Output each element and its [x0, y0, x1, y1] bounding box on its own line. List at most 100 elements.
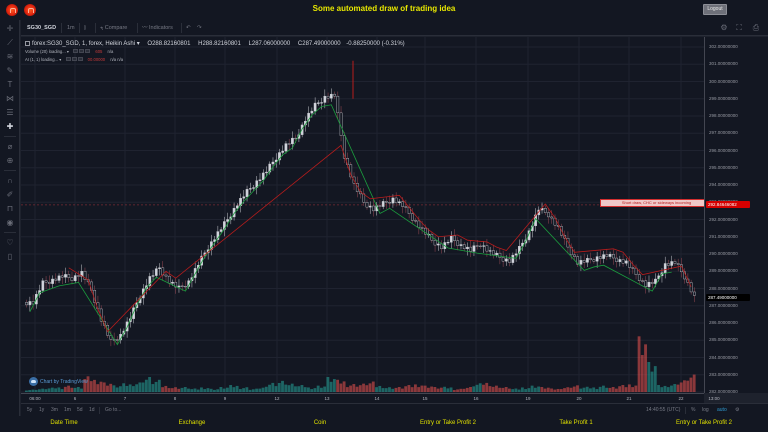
- footer-entry-take-profit-2-b: Entry or Take Profit 2: [676, 420, 732, 426]
- window-titlebar: Some automated draw of trading idea Logo…: [0, 0, 768, 20]
- power-icon-secondary[interactable]: [24, 4, 36, 16]
- price-label: 282.00000000: [709, 389, 738, 394]
- price-label: 302.00000000: [709, 44, 738, 49]
- divider: [61, 23, 62, 33]
- auto-toggle[interactable]: auto: [717, 407, 727, 413]
- undo-icon[interactable]: ↶: [186, 25, 191, 31]
- time-label: 14: [374, 396, 380, 401]
- logout-button[interactable]: Logout: [703, 4, 727, 15]
- redo-icon[interactable]: ↷: [197, 25, 202, 31]
- price-label: 285.00000000: [709, 337, 738, 343]
- crosshair-icon[interactable]: ✛: [6, 24, 14, 33]
- price-label: 298.00000000: [709, 113, 738, 118]
- range-5y[interactable]: 5y: [27, 407, 33, 413]
- ohlc-high: H288.82160801: [198, 41, 241, 47]
- footer-exchange: Exchange: [178, 420, 206, 426]
- divider: [4, 232, 16, 233]
- ruler-icon[interactable]: ⌀: [7, 142, 13, 151]
- price-label: 283.00000000: [709, 371, 738, 377]
- footer-entry-take-profit-2: Entry or Take Profit 2: [420, 420, 476, 426]
- time-label: 19: [525, 396, 531, 401]
- compare-icon: ⨧: [100, 25, 105, 31]
- footer-coin: Coin: [313, 420, 327, 426]
- clock: 14:40:55 (UTC): [646, 407, 681, 413]
- indicators-button[interactable]: 〰 Indicators: [142, 23, 173, 33]
- footer-bar: Date Time Exchange Coin Entry or Take Pr…: [0, 416, 768, 432]
- indicator-value: 605: [95, 49, 103, 54]
- candles-icon[interactable]: ⫾: [84, 25, 86, 31]
- indicators-label: Indicators: [149, 25, 173, 31]
- range-1y[interactable]: 1y: [39, 407, 45, 413]
- annotation-label: Short draw, CHC or sideways incoming: [621, 200, 692, 205]
- text-icon[interactable]: T: [7, 80, 13, 89]
- range-1m[interactable]: 1m: [64, 407, 71, 413]
- pitchfork-icon[interactable]: ≋: [6, 52, 14, 61]
- price-label: 291.00000000: [709, 233, 738, 239]
- camera-icon[interactable]: ⎙: [752, 23, 760, 32]
- indicator-controls[interactable]: [65, 57, 84, 62]
- ohlc-open: O288.82160801: [147, 41, 191, 47]
- indicator-legend-ai[interactable]: AI (1, 1) loading... ▾ 00.00000 n/a n/a: [25, 57, 124, 62]
- time-label: 22: [678, 396, 684, 401]
- pattern-icon[interactable]: ⋈: [6, 94, 14, 103]
- fullscreen-icon[interactable]: ⛶: [736, 23, 742, 32]
- indicator-label: Volume (20) loading...: [25, 49, 66, 54]
- divider: [685, 407, 686, 414]
- magnet-icon[interactable]: ∩: [7, 176, 13, 185]
- add-icon[interactable]: ✚: [6, 122, 14, 131]
- range-5d[interactable]: 5d: [77, 407, 83, 413]
- price-tag: 287.49000000: [706, 293, 750, 301]
- zoom-icon[interactable]: ⊕: [6, 156, 14, 165]
- time-label: 20: [576, 396, 582, 401]
- cloud-logo-icon: [29, 377, 38, 386]
- log-toggle[interactable]: log: [702, 407, 709, 413]
- indicator-value: 00.00000: [87, 57, 106, 62]
- unlock-icon[interactable]: ⊓: [6, 204, 14, 213]
- time-axis[interactable]: 06:00 6 7 8 9 12 13 14 15 16 19 20 21 22 13:00: [21, 393, 720, 403]
- footer-take-profit-1: Take Profit 1: [559, 420, 593, 426]
- series-title[interactable]: forex:SG30_SGD, 1, forex, Heikin Ashi: [32, 41, 136, 47]
- indicators-icon: 〰: [142, 25, 150, 31]
- price-label: 286.00000000: [709, 320, 738, 325]
- goto-button[interactable]: Go to...: [105, 407, 122, 413]
- divider: [137, 23, 138, 33]
- brush-icon[interactable]: ✎: [6, 66, 14, 75]
- interval-button[interactable]: 1m: [67, 25, 75, 31]
- price-label: 284.00000000: [709, 354, 738, 360]
- percent-toggle[interactable]: %: [691, 407, 696, 413]
- compare-label: Compare: [104, 25, 128, 31]
- price-tag: 292.84646082: [706, 201, 750, 209]
- chart-pane[interactable]: [21, 37, 704, 393]
- gear-icon[interactable]: ⚙: [735, 407, 740, 413]
- range-3m[interactable]: 3m: [51, 407, 58, 413]
- divider: [79, 23, 80, 33]
- range-1d[interactable]: 1d: [89, 407, 95, 413]
- tradingview-watermark[interactable]: Chart by TradingView: [29, 377, 88, 386]
- time-label: 9: [223, 396, 227, 401]
- trade-idea-annotation[interactable]: Short draw, CHC or sideways incoming x: [600, 199, 713, 207]
- price-label: 295.00000000: [709, 164, 738, 170]
- indicator-label: AI (1, 1) loading...: [25, 57, 59, 62]
- chevron-down-icon[interactable]: ▾: [135, 41, 140, 47]
- price-chart[interactable]: [21, 37, 704, 393]
- trend-line-icon[interactable]: ⟋: [7, 38, 13, 47]
- favorite-icon[interactable]: ♡: [6, 238, 14, 247]
- indicator-legend-volume[interactable]: Volume (20) loading... ▾ 605 n/a: [25, 49, 114, 54]
- price-label: 287.00000000: [709, 302, 738, 308]
- checkbox-icon[interactable]: [25, 40, 30, 46]
- lock-drawing-icon[interactable]: ✐: [6, 190, 14, 199]
- compare-button[interactable]: ⨧ Compare: [100, 23, 127, 33]
- trash-icon[interactable]: ▯: [7, 252, 13, 261]
- eye-icon[interactable]: ◉: [6, 218, 14, 227]
- divider: [95, 23, 96, 33]
- indicator-controls[interactable]: [73, 49, 91, 54]
- window-title: Some automated draw of trading idea: [312, 4, 456, 13]
- time-label: 6: [73, 396, 77, 401]
- price-axis[interactable]: 302.00000000 301.00000000 300.00000000 299.…: [704, 37, 768, 394]
- settings-icon[interactable]: ⚙: [720, 23, 728, 32]
- measure-icon[interactable]: ☰: [6, 108, 14, 117]
- symbol-search-button[interactable]: SG30_SGD: [27, 25, 57, 31]
- price-label: 294.00000000: [709, 182, 738, 187]
- time-label: 13: [324, 396, 330, 401]
- power-icon[interactable]: [6, 4, 18, 16]
